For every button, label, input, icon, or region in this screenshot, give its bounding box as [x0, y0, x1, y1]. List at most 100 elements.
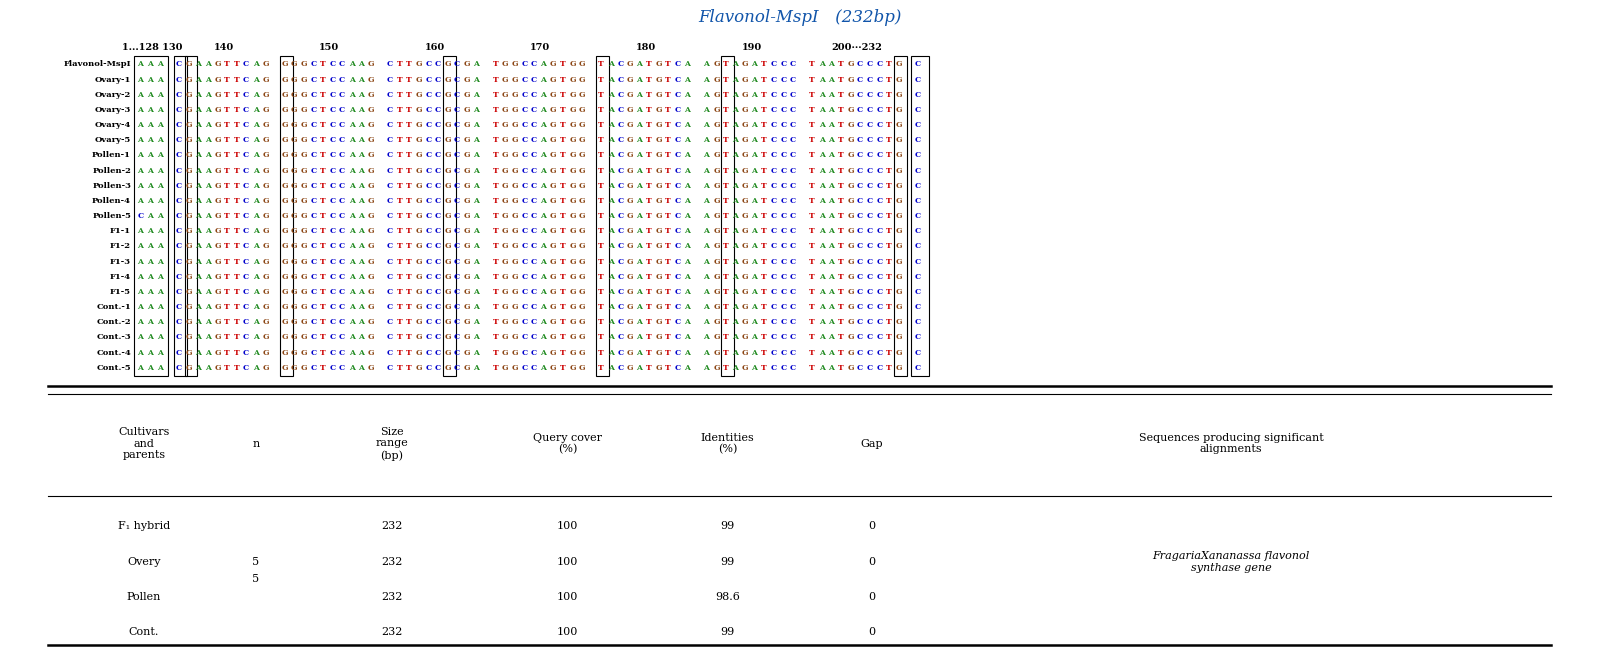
- Text: C: C: [857, 349, 863, 356]
- Text: C: C: [521, 257, 528, 266]
- Text: C: C: [675, 152, 681, 159]
- Text: T: T: [598, 242, 604, 250]
- Text: A: A: [473, 364, 480, 372]
- Text: A: A: [157, 60, 163, 69]
- Text: G: G: [185, 303, 192, 311]
- Text: C: C: [310, 60, 317, 69]
- Text: 0: 0: [868, 627, 875, 637]
- Text: G: G: [445, 318, 451, 326]
- Text: C: C: [867, 318, 873, 326]
- Text: T: T: [233, 60, 240, 69]
- Text: A: A: [195, 152, 201, 159]
- Text: C: C: [771, 136, 777, 145]
- Text: G: G: [214, 349, 221, 356]
- Text: C: C: [790, 318, 796, 326]
- Text: C: C: [387, 227, 393, 235]
- Text: T: T: [406, 136, 413, 145]
- Text: A: A: [704, 152, 710, 159]
- Text: G: G: [895, 349, 902, 356]
- Text: C: C: [531, 91, 537, 98]
- Text: A: A: [157, 197, 163, 205]
- Text: C: C: [454, 181, 461, 190]
- Text: G: G: [627, 242, 633, 250]
- Text: T: T: [723, 227, 729, 235]
- Text: A: A: [540, 349, 547, 356]
- Text: G: G: [512, 197, 518, 205]
- Text: C: C: [675, 227, 681, 235]
- Text: C: C: [435, 242, 441, 250]
- Text: G: G: [291, 121, 297, 129]
- Text: G: G: [185, 364, 192, 372]
- Text: A: A: [157, 273, 163, 281]
- Text: T: T: [886, 60, 892, 69]
- Text: C: C: [310, 106, 317, 114]
- Text: T: T: [761, 333, 768, 341]
- Text: A: A: [540, 167, 547, 174]
- Text: G: G: [656, 227, 662, 235]
- Text: C: C: [310, 121, 317, 129]
- Text: A: A: [704, 349, 710, 356]
- Text: G: G: [262, 318, 269, 326]
- Text: C: C: [915, 242, 921, 250]
- Text: G: G: [416, 197, 422, 205]
- Text: C: C: [617, 106, 624, 114]
- Text: A: A: [473, 303, 480, 311]
- Text: C: C: [780, 167, 787, 174]
- Text: A: A: [704, 364, 710, 372]
- Text: C: C: [339, 152, 345, 159]
- Text: C: C: [790, 60, 796, 69]
- Text: G: G: [185, 242, 192, 250]
- Text: T: T: [397, 212, 403, 220]
- Text: C: C: [339, 181, 345, 190]
- Text: T: T: [320, 152, 326, 159]
- Text: G: G: [262, 242, 269, 250]
- Text: A: A: [828, 91, 835, 98]
- Text: T: T: [397, 152, 403, 159]
- Text: C: C: [531, 318, 537, 326]
- Text: T: T: [665, 318, 672, 326]
- Text: A: A: [684, 333, 691, 341]
- Text: C: C: [521, 106, 528, 114]
- Text: Pollen-5: Pollen-5: [93, 212, 131, 220]
- Text: C: C: [867, 136, 873, 145]
- Text: G: G: [281, 167, 288, 174]
- Text: C: C: [675, 303, 681, 311]
- Text: G: G: [550, 364, 556, 372]
- Text: C: C: [675, 181, 681, 190]
- Text: C: C: [675, 91, 681, 98]
- Text: G: G: [291, 364, 297, 372]
- Text: C: C: [176, 257, 182, 266]
- Text: T: T: [406, 197, 413, 205]
- Text: F₁ hybrid: F₁ hybrid: [118, 520, 169, 531]
- Text: C: C: [915, 349, 921, 356]
- Text: A: A: [253, 303, 259, 311]
- Text: C: C: [435, 349, 441, 356]
- Text: G: G: [713, 212, 720, 220]
- Text: C: C: [915, 121, 921, 129]
- Text: A: A: [732, 121, 739, 129]
- Text: G: G: [185, 152, 192, 159]
- Text: T: T: [886, 136, 892, 145]
- Text: A: A: [540, 197, 547, 205]
- Text: G: G: [847, 364, 854, 372]
- Text: C: C: [790, 288, 796, 296]
- Text: A: A: [636, 349, 643, 356]
- Text: A: A: [684, 303, 691, 311]
- Text: C: C: [329, 212, 336, 220]
- Text: T: T: [598, 181, 604, 190]
- Text: C: C: [310, 318, 317, 326]
- Text: T: T: [809, 106, 815, 114]
- Text: G: G: [569, 257, 576, 266]
- Text: C: C: [176, 242, 182, 250]
- Text: C: C: [876, 242, 883, 250]
- Text: G: G: [627, 212, 633, 220]
- Text: G: G: [895, 60, 902, 69]
- Text: C: C: [531, 227, 537, 235]
- Text: A: A: [828, 364, 835, 372]
- Text: A: A: [636, 227, 643, 235]
- Text: C: C: [435, 288, 441, 296]
- Text: T: T: [320, 242, 326, 250]
- Text: G: G: [512, 227, 518, 235]
- Text: A: A: [157, 136, 163, 145]
- Text: G: G: [445, 273, 451, 281]
